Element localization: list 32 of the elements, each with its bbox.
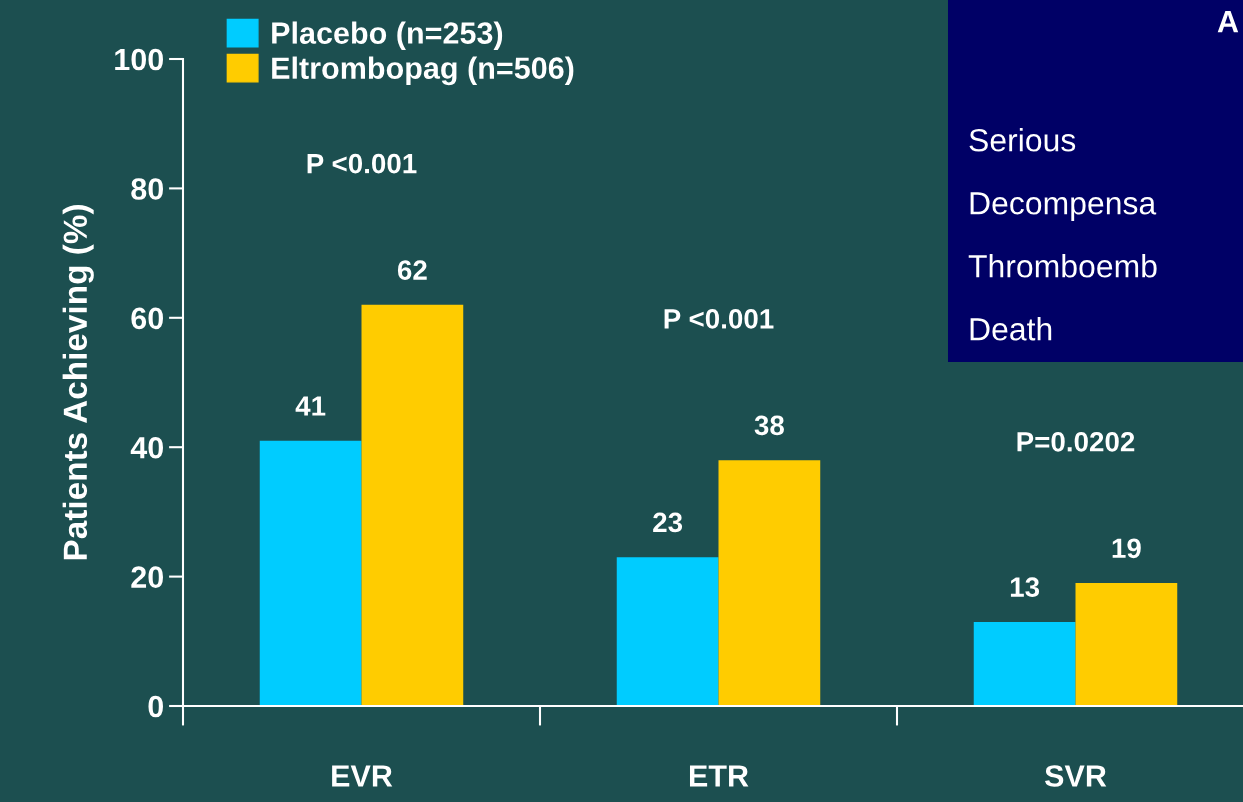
y-tick-label: 40 [130, 436, 163, 459]
annotation: Thromboemb [968, 254, 1157, 278]
annotation: P=0.0202 [1017, 431, 1135, 452]
bar [718, 460, 821, 706]
x-tick-label: ETR [689, 765, 749, 787]
data-label: 19 [1112, 538, 1141, 559]
bar [361, 304, 464, 706]
annotation: P <0.001 [307, 153, 417, 174]
data-label: 62 [397, 260, 427, 280]
annotation: Death [970, 317, 1052, 341]
y-axis-title: Patients Achieving (%) [62, 205, 94, 560]
y-tick-label: 60 [131, 307, 163, 330]
data-label: 13 [1010, 577, 1040, 597]
legend-label: Placebo (n=253) [272, 21, 503, 50]
annotation: Serious [969, 128, 1076, 152]
data-label: 38 [754, 415, 784, 436]
y-tick-label: 100 [115, 48, 163, 71]
bar [973, 621, 1076, 706]
text: A [1217, 11, 1239, 33]
y-tick-label: 0 [148, 695, 163, 718]
annotation: Decompensa [970, 192, 1157, 221]
bar [1075, 583, 1178, 706]
x-tick-label: EVR [332, 765, 393, 787]
data-label: 41 [295, 396, 326, 416]
bar [259, 440, 362, 706]
annotation: P <0.001 [664, 309, 774, 329]
data-label: 23 [653, 512, 683, 533]
y-tick-label: 20 [131, 566, 163, 588]
bar [616, 557, 719, 706]
x-tick-label: SVR [1044, 765, 1107, 787]
legend-label: Eltrombopag (n=506) [272, 56, 574, 86]
y-tick-label: 80 [131, 178, 163, 200]
